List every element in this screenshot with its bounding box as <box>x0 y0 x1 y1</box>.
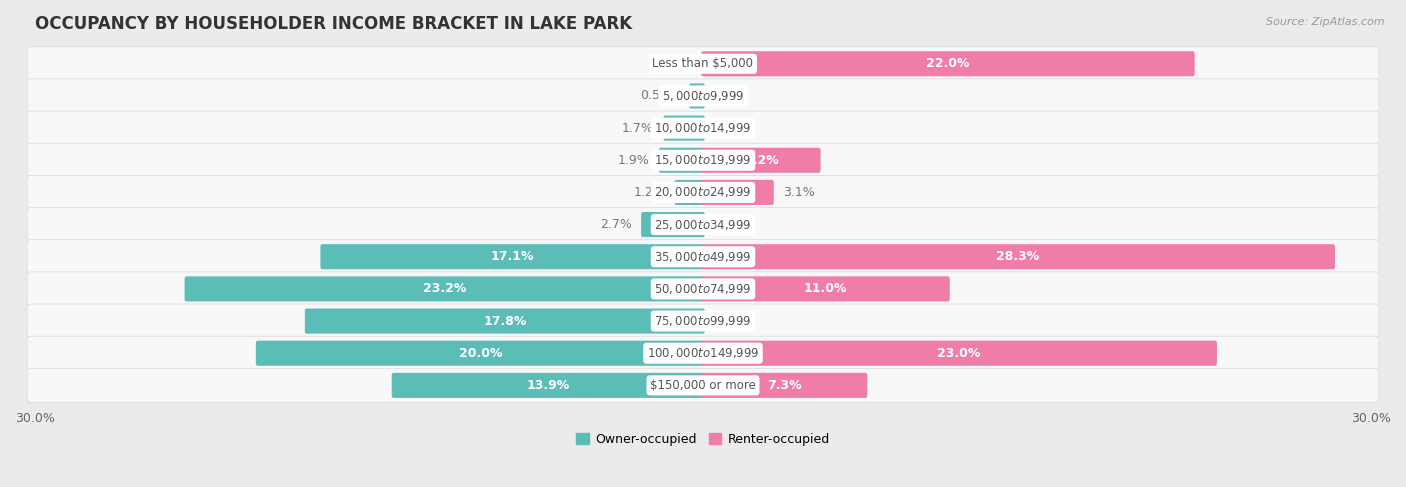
Text: $150,000 or more: $150,000 or more <box>650 379 756 392</box>
Text: 5.2%: 5.2% <box>744 154 779 167</box>
Text: 0.0%: 0.0% <box>714 122 747 134</box>
Text: $50,000 to $74,999: $50,000 to $74,999 <box>654 282 752 296</box>
Text: $20,000 to $24,999: $20,000 to $24,999 <box>654 186 752 199</box>
Text: 11.0%: 11.0% <box>804 282 848 296</box>
Text: 0.0%: 0.0% <box>714 218 747 231</box>
FancyBboxPatch shape <box>27 79 1379 113</box>
Text: 2.7%: 2.7% <box>600 218 631 231</box>
Text: 0.0%: 0.0% <box>714 315 747 328</box>
Text: 13.9%: 13.9% <box>527 379 569 392</box>
Text: $35,000 to $49,999: $35,000 to $49,999 <box>654 250 752 264</box>
Text: $75,000 to $99,999: $75,000 to $99,999 <box>654 314 752 328</box>
FancyBboxPatch shape <box>675 180 704 205</box>
Text: $25,000 to $34,999: $25,000 to $34,999 <box>654 218 752 232</box>
Text: $15,000 to $19,999: $15,000 to $19,999 <box>654 153 752 167</box>
FancyBboxPatch shape <box>702 51 1195 76</box>
Text: $5,000 to $9,999: $5,000 to $9,999 <box>662 89 744 103</box>
Text: $100,000 to $149,999: $100,000 to $149,999 <box>647 346 759 360</box>
Text: $10,000 to $14,999: $10,000 to $14,999 <box>654 121 752 135</box>
FancyBboxPatch shape <box>659 148 704 173</box>
FancyBboxPatch shape <box>27 175 1379 209</box>
FancyBboxPatch shape <box>27 304 1379 338</box>
FancyBboxPatch shape <box>27 368 1379 402</box>
Text: 7.3%: 7.3% <box>766 379 801 392</box>
Text: 23.0%: 23.0% <box>938 347 981 360</box>
FancyBboxPatch shape <box>702 341 1218 366</box>
FancyBboxPatch shape <box>27 143 1379 177</box>
Text: Less than $5,000: Less than $5,000 <box>652 57 754 70</box>
FancyBboxPatch shape <box>702 244 1334 269</box>
Text: 0.0%: 0.0% <box>659 57 692 70</box>
Text: OCCUPANCY BY HOUSEHOLDER INCOME BRACKET IN LAKE PARK: OCCUPANCY BY HOUSEHOLDER INCOME BRACKET … <box>35 15 633 33</box>
Text: Source: ZipAtlas.com: Source: ZipAtlas.com <box>1267 17 1385 27</box>
FancyBboxPatch shape <box>27 47 1379 81</box>
FancyBboxPatch shape <box>702 148 821 173</box>
FancyBboxPatch shape <box>27 111 1379 145</box>
Text: 17.1%: 17.1% <box>491 250 534 263</box>
Text: 1.2%: 1.2% <box>633 186 665 199</box>
FancyBboxPatch shape <box>702 180 773 205</box>
Text: 0.0%: 0.0% <box>714 90 747 102</box>
FancyBboxPatch shape <box>702 373 868 398</box>
FancyBboxPatch shape <box>321 244 704 269</box>
Text: 3.1%: 3.1% <box>783 186 815 199</box>
FancyBboxPatch shape <box>689 83 704 109</box>
FancyBboxPatch shape <box>305 308 704 334</box>
Text: 22.0%: 22.0% <box>927 57 970 70</box>
FancyBboxPatch shape <box>641 212 704 237</box>
Legend: Owner-occupied, Renter-occupied: Owner-occupied, Renter-occupied <box>571 428 835 451</box>
Text: 1.7%: 1.7% <box>621 122 654 134</box>
FancyBboxPatch shape <box>27 240 1379 274</box>
FancyBboxPatch shape <box>184 276 704 301</box>
FancyBboxPatch shape <box>27 207 1379 242</box>
FancyBboxPatch shape <box>392 373 704 398</box>
Text: 23.2%: 23.2% <box>423 282 467 296</box>
FancyBboxPatch shape <box>27 272 1379 306</box>
FancyBboxPatch shape <box>702 276 949 301</box>
FancyBboxPatch shape <box>27 336 1379 370</box>
FancyBboxPatch shape <box>664 115 704 141</box>
Text: 0.54%: 0.54% <box>640 90 681 102</box>
Text: 1.9%: 1.9% <box>617 154 650 167</box>
FancyBboxPatch shape <box>256 341 704 366</box>
Text: 20.0%: 20.0% <box>458 347 502 360</box>
Text: 28.3%: 28.3% <box>997 250 1039 263</box>
Text: 17.8%: 17.8% <box>484 315 526 328</box>
